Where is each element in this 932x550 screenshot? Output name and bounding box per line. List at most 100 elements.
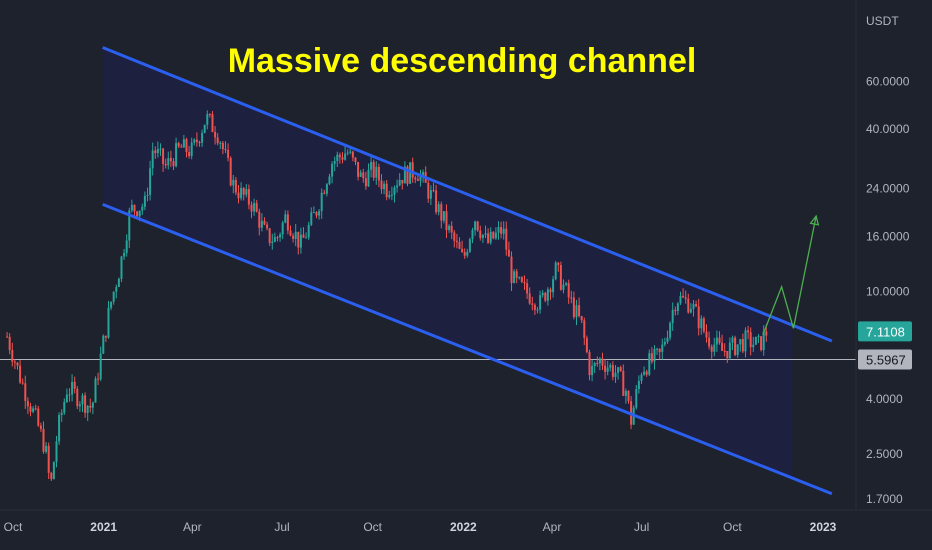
candle-body: [276, 237, 279, 239]
candle-body: [614, 372, 617, 377]
candle-body: [110, 301, 113, 308]
candle-body: [167, 158, 170, 166]
candle-body: [466, 251, 469, 256]
channel-upper-line[interactable]: [102, 46, 833, 343]
price-axis[interactable]: 60.0000 40.0000 24.0000 16.0000 10.0000 4.000…: [866, 74, 910, 506]
candle-body: [318, 211, 321, 216]
candle-body: [294, 231, 297, 239]
candle-body: [468, 239, 471, 252]
candle-body: [78, 404, 81, 407]
candle-body: [268, 228, 271, 243]
candle-body: [671, 309, 674, 323]
candle-body: [195, 139, 198, 143]
candle-body: [575, 305, 578, 318]
candle-body: [596, 362, 599, 364]
candle-body: [266, 224, 269, 229]
candle-body: [182, 139, 185, 148]
candle-body: [760, 336, 763, 351]
candle-body: [58, 415, 61, 442]
candle-body: [422, 172, 425, 176]
price-axis-tick-label: 16.0000: [866, 229, 910, 243]
candle-body: [71, 381, 74, 395]
candle-body: [385, 183, 388, 198]
current-price-badge-label: 7.1108: [866, 324, 905, 339]
candle-body: [146, 194, 149, 196]
candle-body: [8, 336, 11, 351]
time-axis[interactable]: Oct 2021 Apr Jul Oct 2022 Apr Jul Oct 2023: [4, 520, 837, 534]
price-axis-tick-label: 10.0000: [866, 284, 910, 298]
candle-body: [661, 344, 664, 353]
candle-body: [416, 179, 419, 181]
candle-body: [133, 204, 136, 212]
price-axis-tick-label: 1.7000: [866, 492, 903, 506]
candle-body: [219, 142, 222, 144]
candle-body: [216, 137, 219, 144]
candle-body: [104, 335, 107, 338]
candle-body: [13, 361, 16, 363]
candle-body: [6, 336, 9, 338]
candle-body: [99, 353, 102, 380]
candle-body: [406, 166, 409, 184]
candle-body: [601, 358, 604, 366]
candle-body: [260, 220, 263, 228]
candle-body: [728, 342, 731, 359]
candle-body: [593, 362, 596, 367]
candle-body: [164, 163, 167, 166]
candle-body: [463, 252, 466, 256]
candle-body: [559, 265, 562, 290]
candle-body: [370, 162, 373, 170]
candle-body: [201, 132, 204, 143]
candle-body: [718, 337, 721, 343]
candle-body: [388, 195, 391, 198]
candle-body: [502, 228, 505, 234]
projection-path[interactable]: [762, 215, 817, 336]
candle-body: [765, 331, 768, 336]
candle-body: [227, 149, 230, 158]
candle-body: [643, 371, 646, 375]
candle-body: [544, 292, 547, 301]
candle-body: [50, 472, 53, 480]
price-axis-unit: USDT: [866, 14, 899, 28]
candle-body: [507, 249, 510, 257]
candle-body: [302, 234, 305, 238]
candle-body: [658, 348, 661, 353]
candle-body: [487, 233, 490, 243]
time-axis-tick-label: Jul: [634, 520, 649, 534]
candle-body: [734, 337, 737, 356]
candle-body: [336, 154, 339, 161]
candle-body: [310, 212, 313, 225]
candle-body: [528, 293, 531, 304]
candle-body: [567, 283, 570, 298]
candle-body: [84, 395, 87, 413]
candle-body: [73, 381, 76, 389]
candle-body: [689, 308, 692, 313]
candle-body: [315, 212, 318, 216]
candle-body: [624, 390, 627, 396]
candle-body: [97, 378, 100, 380]
channel-lower-line[interactable]: [102, 202, 833, 496]
price-axis-tick-label: 40.0000: [866, 122, 910, 136]
candle-body: [380, 180, 383, 190]
candle-body: [247, 189, 250, 205]
candle-body: [24, 383, 27, 401]
candle-body: [289, 230, 292, 236]
candle-body: [320, 192, 323, 212]
candle-body: [645, 371, 648, 375]
candle-body: [481, 234, 484, 238]
candle-body: [505, 228, 508, 250]
candle-body: [208, 114, 211, 116]
candle-body: [263, 220, 266, 225]
candle-body: [138, 210, 141, 217]
candle-body: [747, 330, 750, 333]
candle-body: [125, 240, 128, 253]
candle-body: [377, 166, 380, 181]
candle-body: [741, 339, 744, 352]
candle-body: [65, 394, 68, 402]
candle-body: [237, 192, 240, 199]
candle-body: [180, 146, 183, 148]
candle-body: [120, 256, 123, 279]
candle-body: [258, 211, 261, 228]
candle-body: [648, 353, 651, 375]
candle-body: [598, 358, 601, 364]
